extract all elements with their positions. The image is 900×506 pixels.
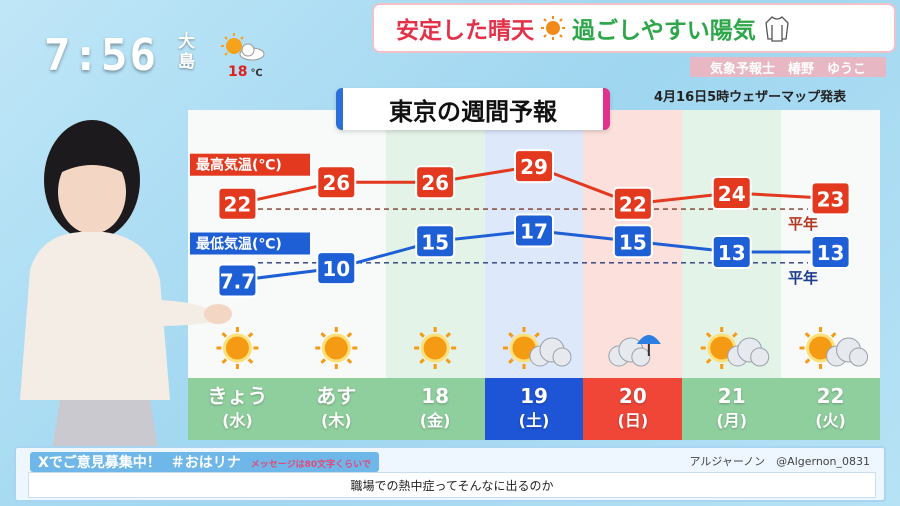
normal-high-label: 平年 (788, 215, 818, 233)
cloud-umbrella-icon (608, 335, 661, 367)
data-point-box (514, 213, 554, 248)
data-label: 10 (322, 257, 350, 281)
clock-temperature: 18 ℃ (228, 64, 263, 80)
day-cell-saturday: 19 (土) (484, 378, 584, 440)
sun-cloud-icon (799, 327, 869, 369)
data-point-box (415, 224, 456, 259)
clock-time: 7:56 (44, 30, 158, 81)
viewer-message-bar: Xでご意見募集中！ ＃おはリナ メッセージは80文字くらいで アルジャーノン @Al… (14, 446, 886, 502)
presenter-figure (20, 120, 232, 450)
data-label: 13 (718, 241, 746, 265)
data-label: 7.7 (220, 270, 255, 294)
day-cell-sunday: 20 (日) (583, 378, 683, 440)
sun-cloud-icon (700, 327, 770, 369)
data-point-box (612, 224, 653, 259)
clock-station: 大島 (178, 32, 195, 72)
data-label: 22 (619, 193, 647, 217)
data-label: 23 (817, 187, 845, 211)
clock-widget: 7:56 大島 18 ℃ (0, 20, 290, 88)
day-strip: きょう (水) あす (木) 18 (金) 19 (土) 20 (日) 21 (月) 22(… (188, 378, 880, 440)
data-label: 29 (520, 155, 548, 179)
data-point-box (711, 175, 752, 210)
issued-time: 4月16日5時ウェザーマップ発表 (654, 90, 847, 105)
data-label: 22 (224, 193, 252, 217)
data-label: 15 (421, 230, 449, 254)
day-cell: 21 (月) (682, 378, 782, 440)
data-point-box (217, 263, 258, 298)
data-point-box (316, 165, 357, 200)
data-point-box (612, 186, 653, 221)
data-point-box (217, 186, 258, 221)
sun-icon (216, 327, 259, 369)
sun-cloud-icon (503, 327, 572, 369)
sun-icon (315, 327, 358, 369)
sun-icon (414, 327, 457, 369)
data-label: 26 (421, 171, 449, 195)
day-cell: 22 (火) (781, 378, 880, 440)
normal-low-label: 平年 (788, 269, 818, 287)
data-point-box (514, 149, 554, 184)
data-label: 26 (322, 171, 350, 195)
data-point-box (711, 235, 752, 270)
data-point-box (316, 251, 357, 286)
data-point-box (415, 165, 456, 200)
headline-part2: 過ごしやすい陽気 (572, 18, 756, 44)
message-header: Xでご意見募集中！ ＃おはリナ メッセージは80文字くらいで (30, 452, 379, 472)
forecaster-name: 気象予報士 椿野 ゆうこ (690, 57, 886, 77)
day-cell: あす (木) (286, 378, 386, 440)
data-label: 17 (520, 220, 548, 244)
day-cell: 18 (金) (385, 378, 485, 440)
series-legend-box (190, 232, 310, 255)
data-label: 24 (718, 182, 746, 206)
data-label: 15 (619, 230, 647, 254)
headline-part1: 安定した晴天 (396, 18, 534, 44)
data-point-box (810, 181, 851, 216)
page-title: 東京の週間予報 (336, 88, 610, 130)
series-legend-box (190, 153, 310, 176)
message-text: 職場での熱中症ってそんなに出るのか (28, 472, 876, 498)
sun-cloud-icon (221, 33, 265, 61)
series-legend-label: 最低気温(℃) (196, 236, 282, 253)
day-cell: きょう (水) (188, 378, 287, 440)
series-legend-label: 最高気温(℃) (196, 157, 282, 174)
data-point-box (810, 235, 851, 270)
message-user: アルジャーノン @Algernon_0831 (689, 455, 870, 468)
long-sleeve-shirt-icon (765, 16, 789, 42)
sun-icon (541, 16, 565, 40)
headline-banner: 安定した晴天 過ごしやすい陽気 (372, 3, 896, 53)
data-label: 13 (817, 241, 845, 265)
